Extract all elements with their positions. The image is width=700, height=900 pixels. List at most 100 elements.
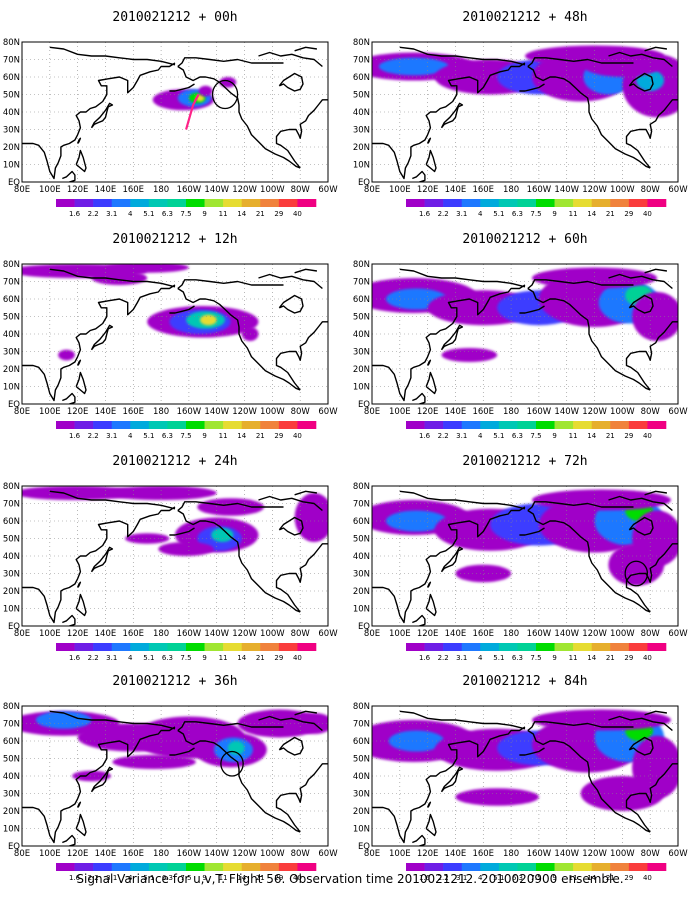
y-tick-label: 80N xyxy=(3,260,20,270)
colorbar-swatch xyxy=(517,421,537,429)
coastline xyxy=(412,614,426,626)
coastline xyxy=(527,279,634,290)
colorbar-label: 21 xyxy=(256,874,265,882)
colorbar-swatch xyxy=(241,643,261,651)
colorbar-swatch xyxy=(56,199,75,207)
colorbar-swatch xyxy=(461,199,481,207)
coastline xyxy=(275,99,328,169)
x-tick-label: 100E xyxy=(389,849,411,859)
coastline xyxy=(169,527,195,536)
colorbar-label: 7.5 xyxy=(530,210,541,218)
x-tick-label: 120W xyxy=(582,629,607,639)
colorbar-swatch xyxy=(498,863,518,871)
colorbar-label: 14 xyxy=(587,654,596,662)
variance-region xyxy=(294,493,328,542)
colorbar-swatch xyxy=(628,199,648,207)
colorbar-swatch xyxy=(443,643,463,651)
variance-region xyxy=(580,776,665,811)
coastline xyxy=(527,509,651,613)
x-tick-label: 80W xyxy=(641,185,661,195)
panel-title: 2010021212 + 48h xyxy=(462,10,588,25)
figure-caption: Signal Variance for u,v,T. Flight 56. Ob… xyxy=(76,872,624,886)
colorbar-label: 3.1 xyxy=(106,874,117,882)
colorbar-label: 7.5 xyxy=(180,210,191,218)
colorbar-label: 1.6 xyxy=(419,874,431,882)
y-tick-label: 10N xyxy=(3,605,20,615)
observation-circle xyxy=(220,750,244,777)
colorbar-label: 2.2 xyxy=(438,432,449,440)
colorbar-swatch xyxy=(148,199,168,207)
y-tick-label: 40N xyxy=(3,772,20,782)
colorbar-label: 4 xyxy=(128,210,133,218)
coastline xyxy=(608,273,673,290)
y-tick-label: 50N xyxy=(353,535,370,545)
colorbar-swatch xyxy=(167,421,187,429)
colorbar-swatch xyxy=(111,199,131,207)
map-frame xyxy=(21,263,329,405)
x-tick-label: 140W xyxy=(554,629,579,639)
colorbar-label: 1.6 xyxy=(419,432,431,440)
colorbar-swatch xyxy=(573,421,593,429)
variance-map: 80E 100E 120E 140E 160E 180 160W 140W 120W 100W 80… xyxy=(353,702,688,882)
x-tick-label: 140W xyxy=(554,849,579,859)
x-tick-label: 120E xyxy=(67,849,89,859)
colorbar-label: 6.3 xyxy=(512,210,523,218)
map-frame xyxy=(21,41,329,183)
coastline xyxy=(644,268,668,274)
y-tick-label: 50N xyxy=(353,313,370,323)
coastline xyxy=(275,321,328,391)
map-panel: 2010021212 + 72h 80E 100E 120E 140E 160E 180 16… xyxy=(350,448,700,670)
colorbar-swatch xyxy=(223,643,243,651)
colorbar-swatch xyxy=(93,643,113,651)
coastline xyxy=(177,721,284,732)
coastline xyxy=(399,710,526,730)
coastline xyxy=(399,490,526,510)
x-tick-label: 80W xyxy=(641,629,661,639)
y-tick-label: 10N xyxy=(3,161,20,171)
colorbar-label: 21 xyxy=(606,432,615,440)
colorbar-label: 3.1 xyxy=(456,874,467,882)
panel-title: 2010021212 + 36h xyxy=(112,674,238,689)
colorbar-label: 21 xyxy=(606,874,615,882)
x-tick-label: 140W xyxy=(204,185,229,195)
coastline xyxy=(625,321,678,391)
x-tick-label: 60W xyxy=(318,849,338,859)
coastline xyxy=(294,268,318,274)
panel-title: 2010021212 + 72h xyxy=(462,454,588,469)
colorbar-swatch xyxy=(278,643,298,651)
coastline xyxy=(527,721,634,732)
colorbar-swatch xyxy=(406,421,425,429)
coastline xyxy=(527,501,634,512)
x-tick-label: 100E xyxy=(39,185,61,195)
colorbar-label: 21 xyxy=(606,210,615,218)
variance-region xyxy=(197,498,265,516)
x-tick-label: 180 xyxy=(153,849,169,859)
x-tick-label: 100W xyxy=(610,629,635,639)
colorbar-swatch xyxy=(56,863,75,871)
coastline xyxy=(177,57,284,68)
colorbar-swatch xyxy=(443,199,463,207)
colorbar-swatch xyxy=(297,421,317,429)
colorbar-label: 6.3 xyxy=(512,874,523,882)
colorbar-label: 2.2 xyxy=(88,432,99,440)
colorbar-label: 7.5 xyxy=(180,654,191,662)
y-tick-label: 80N xyxy=(353,260,370,270)
x-tick-label: 60W xyxy=(318,407,338,417)
y-tick-label: 40N xyxy=(353,772,370,782)
colorbar-swatch xyxy=(573,199,593,207)
coastline xyxy=(399,46,526,66)
colorbar-label: 6.3 xyxy=(162,874,173,882)
colorbar-label: 5.1 xyxy=(493,654,504,662)
x-tick-label: 160W xyxy=(527,407,552,417)
panel-title: 2010021212 + 00h xyxy=(112,10,238,25)
variance-map: 80E 100E 120E 140E 160E 180 160W 140W 120W 100W 80… xyxy=(353,482,688,662)
colorbar-swatch xyxy=(167,643,187,651)
colorbar-label: 1.6 xyxy=(69,654,81,662)
colorbar-swatch xyxy=(517,199,537,207)
colorbar-label: 29 xyxy=(274,654,283,662)
coastline xyxy=(258,715,323,732)
colorbar-swatch xyxy=(111,863,131,871)
y-tick-label: 10N xyxy=(3,825,20,835)
variance-map: 80E 100E 120E 140E 160E 180 160W 140W 120W 100W 80… xyxy=(3,702,338,882)
variance-map: 80E 100E 120E 140E 160E 180 160W 140W 120W 100W 80… xyxy=(3,38,338,218)
